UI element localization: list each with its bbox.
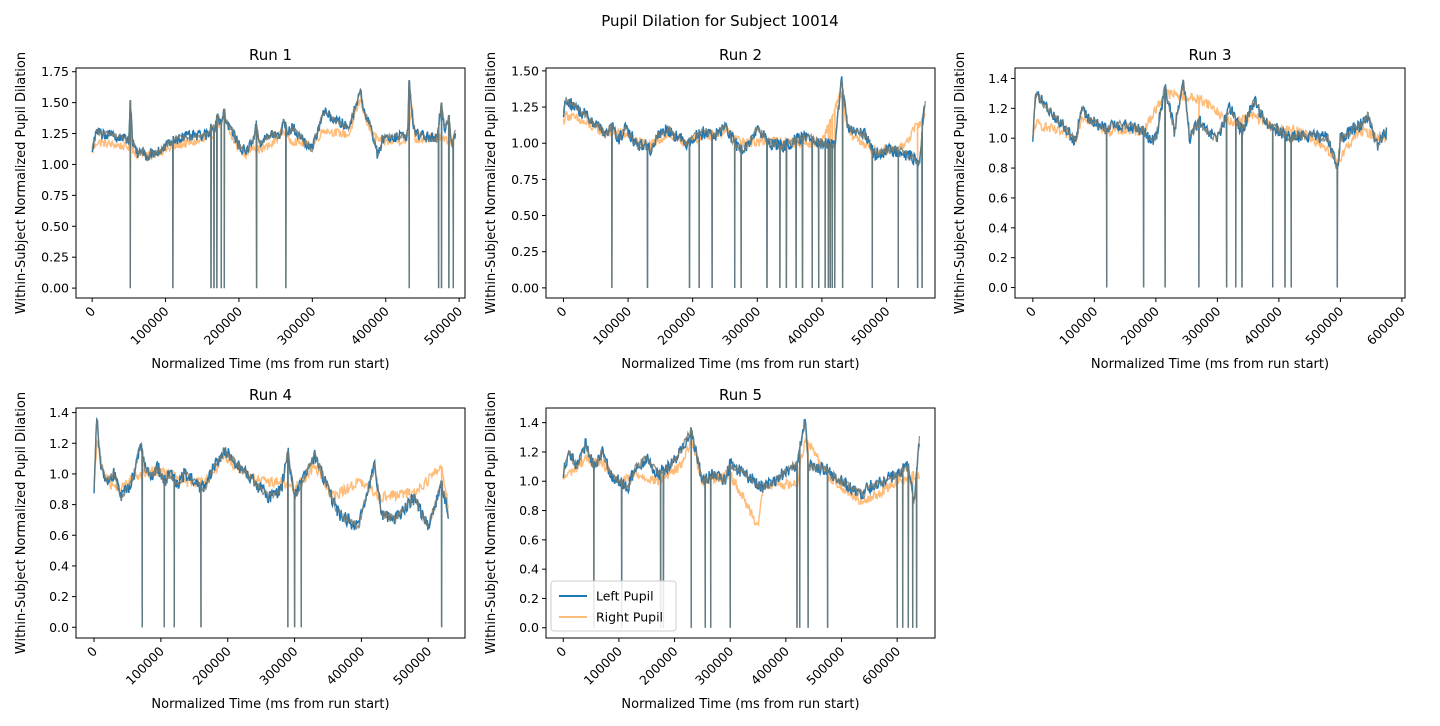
y-tick-label: 1.00: [41, 157, 69, 172]
y-tick-label: 0.4: [49, 558, 69, 573]
legend: Left Pupil Right Pupil: [550, 580, 677, 632]
chart-title: Run 2: [719, 46, 762, 64]
y-tick-label: 0.0: [49, 620, 69, 635]
y-tick-label: 1.25: [41, 126, 69, 141]
series-line-right-pupil: [562, 437, 921, 628]
y-tick-label: 0.50: [41, 219, 69, 234]
y-tick-label: 0.4: [519, 562, 539, 577]
y-tick-label: 0.8: [519, 503, 539, 518]
y-tick-label: 0.00: [41, 281, 69, 296]
y-tick-label: 1.25: [511, 100, 539, 115]
y-axis-label: Within-Subject Normalized Pupil Dilation: [14, 392, 29, 654]
y-tick-label: 0.0: [519, 620, 539, 635]
y-tick-label: 1.0: [988, 131, 1008, 146]
y-tick-label: 0.6: [988, 190, 1008, 205]
axes-frame: [545, 407, 936, 639]
series-overlap-line: [93, 419, 449, 628]
y-axis-label: Within-Subject Normalized Pupil Dilation: [484, 52, 499, 314]
y-tick-label: 0.25: [511, 244, 539, 259]
y-axis-label: Within-Subject Normalized Pupil Dilation: [484, 392, 499, 654]
y-tick-label: 1.50: [41, 95, 69, 110]
y-tick-label: 0.6: [519, 532, 539, 547]
chart-title: Run 3: [1188, 46, 1231, 64]
y-axis-label: Within-Subject Normalized Pupil Dilation: [953, 52, 968, 314]
x-axis-label: Normalized Time (ms from run start): [1091, 357, 1329, 372]
legend-label: Left Pupil: [596, 589, 654, 604]
y-tick-label: 1.4: [519, 415, 539, 430]
y-tick-label: 1.2: [49, 436, 69, 451]
axes-frame: [545, 67, 936, 299]
y-tick-label: 1.75: [41, 64, 69, 79]
chart-title: Run 1: [249, 46, 292, 64]
axes-frame: [75, 67, 466, 299]
x-axis-label: Normalized Time (ms from run start): [621, 697, 859, 712]
y-tick-label: 0.50: [511, 208, 539, 223]
y-tick-label: 1.0: [49, 466, 69, 481]
legend-box: [550, 580, 677, 632]
chart-title: Run 5: [719, 386, 762, 404]
y-axis-label: Within-Subject Normalized Pupil Dilation: [14, 52, 29, 314]
series-overlap-line: [562, 421, 920, 628]
y-tick-label: 1.2: [988, 101, 1008, 116]
series-overlap-line: [1032, 79, 1388, 288]
y-tick-label: 0.0: [988, 280, 1008, 295]
series-overlap-line: [91, 80, 457, 289]
series-overlap-line: [562, 79, 926, 288]
y-tick-label: 1.4: [988, 71, 1008, 86]
y-tick-label: 0.4: [988, 220, 1008, 235]
chart-title: Run 4: [249, 386, 292, 404]
figure-title: Pupil Dilation for Subject 10014: [601, 12, 838, 30]
y-tick-label: 0.25: [41, 250, 69, 265]
y-tick-label: 1.0: [519, 474, 539, 489]
y-tick-label: 0.75: [41, 188, 69, 203]
x-axis-label: Normalized Time (ms from run start): [621, 357, 859, 372]
axes-frame: [75, 407, 466, 639]
y-tick-label: 0.8: [49, 497, 69, 512]
y-tick-label: 0.2: [988, 250, 1008, 265]
axes-frame: [1014, 67, 1406, 299]
y-tick-label: 0.2: [519, 591, 539, 606]
y-tick-label: 0.75: [511, 172, 539, 187]
y-tick-label: 0.8: [988, 161, 1008, 176]
y-tick-label: 1.4: [49, 405, 69, 420]
x-axis-label: Normalized Time (ms from run start): [151, 357, 389, 372]
y-tick-label: 0.00: [511, 280, 539, 295]
series-line-right-pupil: [91, 97, 457, 289]
y-tick-label: 1.2: [519, 444, 539, 459]
x-axis-label: Normalized Time (ms from run start): [151, 697, 389, 712]
series-line-left-pupil: [1032, 79, 1388, 288]
y-tick-label: 1.00: [511, 136, 539, 151]
legend-label: Right Pupil: [596, 610, 663, 625]
y-tick-label: 0.6: [49, 528, 69, 543]
y-tick-label: 0.2: [49, 589, 69, 604]
y-tick-label: 1.50: [511, 63, 539, 78]
